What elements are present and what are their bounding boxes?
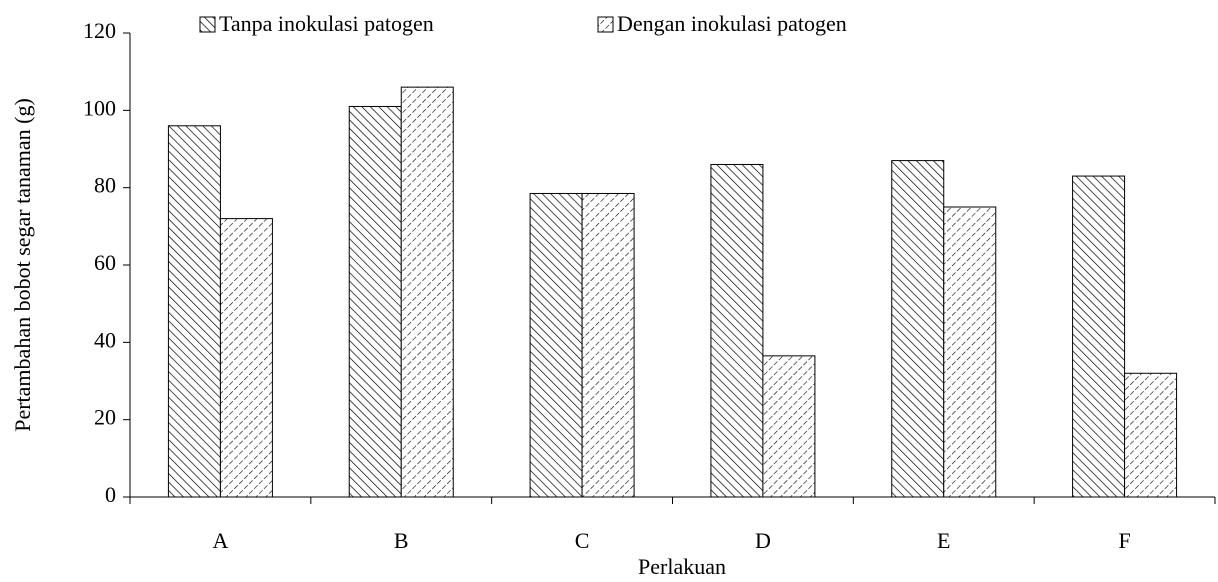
- bar: [348, 105, 402, 498]
- bar: [1124, 372, 1178, 498]
- legend-swatch: [597, 16, 614, 33]
- legend-label: Tanpa inokulasi patogen: [219, 11, 434, 36]
- bar: [581, 192, 635, 498]
- bar: [891, 160, 945, 498]
- bar: [529, 192, 583, 498]
- legend-label: Dengan inokulasi patogen: [617, 11, 847, 36]
- x-tick-label: C: [575, 528, 590, 553]
- y-tick-label: 20: [94, 405, 116, 430]
- bar: [167, 125, 221, 498]
- y-tick-label: 80: [94, 173, 116, 198]
- x-axis-label: Perlakuan: [638, 554, 726, 579]
- x-tick-label: A: [212, 528, 228, 553]
- bar: [943, 206, 997, 498]
- y-tick-label: 120: [83, 18, 116, 43]
- bar: [1072, 175, 1126, 498]
- x-tick-label: F: [1118, 528, 1130, 553]
- bar: [400, 86, 454, 498]
- y-tick-label: 0: [105, 482, 116, 507]
- x-tick-label: B: [394, 528, 409, 553]
- y-tick-label: 100: [83, 95, 116, 120]
- bar: [710, 163, 764, 498]
- legend-swatch: [199, 16, 216, 33]
- y-tick-label: 60: [94, 250, 116, 275]
- x-tick-label: D: [755, 528, 771, 553]
- bar: [762, 355, 816, 498]
- bar: [219, 218, 273, 498]
- y-tick-label: 40: [94, 327, 116, 352]
- x-tick-label: E: [937, 528, 950, 553]
- y-axis-label: Pertambahan bobot segar tanaman (g): [10, 98, 35, 432]
